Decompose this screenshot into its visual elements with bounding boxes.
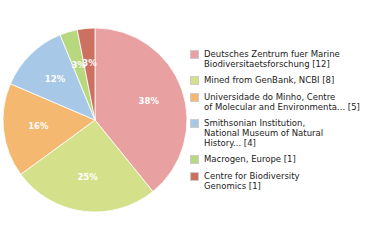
svg-text:25%: 25% xyxy=(77,172,98,182)
html-text:Centre for Biodiversity Genomi: Centre for Biodiversity Genomics [1] xyxy=(204,170,300,191)
svg-text:3%: 3% xyxy=(82,58,97,68)
svg-text:16%: 16% xyxy=(28,121,49,131)
html-text:Universidade do Minho, Centre: Universidade do Minho, Centre of Molecul… xyxy=(204,91,360,112)
svg-text:38%: 38% xyxy=(139,96,160,106)
svg-text:3%: 3% xyxy=(71,60,86,71)
html-text:Mined from GenBank, NCBI [8]: Mined from GenBank, NCBI [8] xyxy=(204,75,335,86)
html-text:Macrogen, Europe [1]: Macrogen, Europe [1] xyxy=(204,154,296,165)
html-text:Smithsonian Institution, Natio: Smithsonian Institution, National Museum… xyxy=(204,117,324,149)
html-text:Deutsches Zentrum fuer Marine: Deutsches Zentrum fuer Marine Biodiversi… xyxy=(204,49,340,70)
svg-text:12%: 12% xyxy=(45,74,66,84)
